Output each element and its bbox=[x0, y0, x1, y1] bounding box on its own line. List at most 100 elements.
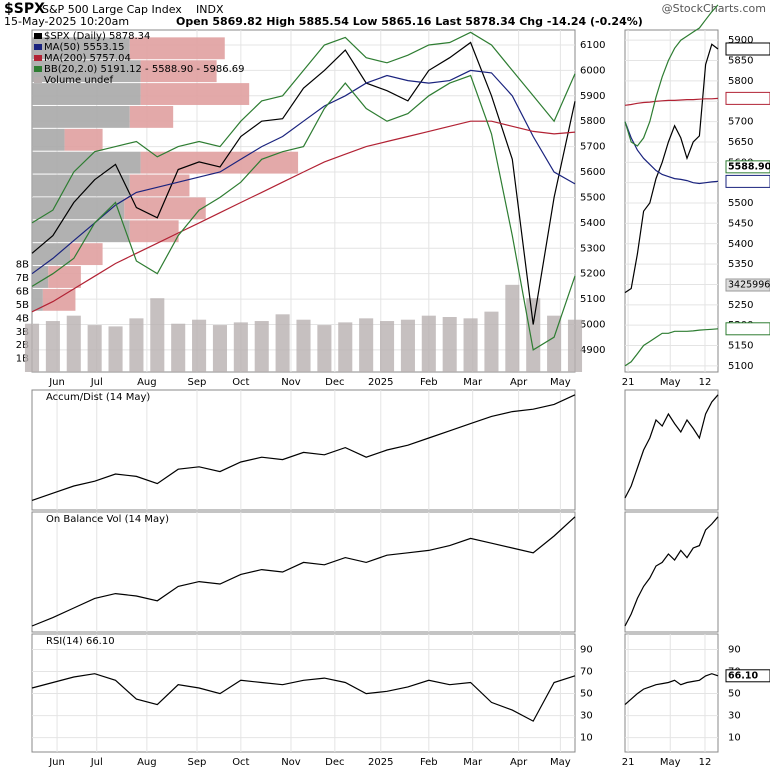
x-tick-label: 21 bbox=[622, 757, 635, 768]
x-tick-label: May bbox=[660, 377, 681, 388]
legend-swatch bbox=[34, 33, 42, 39]
x-tick-label: 21 bbox=[622, 377, 635, 388]
volume-bar bbox=[171, 323, 186, 372]
series-line bbox=[31, 69, 576, 275]
y-tick-label: 5900 bbox=[580, 91, 605, 102]
y-tick-label: 90 bbox=[728, 644, 741, 655]
y-tick-label: 5700 bbox=[728, 117, 753, 128]
volume-bar bbox=[150, 298, 165, 372]
series-line bbox=[624, 121, 719, 185]
series-line bbox=[624, 394, 719, 499]
vbp-down bbox=[140, 60, 217, 83]
x-tick-label: Jun bbox=[48, 757, 65, 768]
legend-entry: $SPX (Daily) 5878.34 bbox=[44, 31, 150, 42]
y-tick-label: 6100 bbox=[580, 40, 605, 51]
x-tick-label: Jul bbox=[90, 377, 103, 388]
quote: Open 5869.82 High 5885.54 Low 5865.16 La… bbox=[176, 15, 643, 28]
legend-swatch bbox=[34, 77, 42, 83]
legend-entry: Volume undef bbox=[44, 75, 114, 86]
vbp-down bbox=[129, 174, 190, 197]
y-tick-label: 5800 bbox=[728, 76, 753, 87]
volume-bar bbox=[505, 284, 520, 372]
y-tick-label: 5150 bbox=[728, 341, 753, 352]
volume-bar bbox=[338, 322, 353, 372]
volume-tick-label: 1B bbox=[16, 354, 29, 365]
y-tick-label: 5400 bbox=[728, 239, 753, 250]
price-tag-box bbox=[725, 42, 770, 56]
x-tick-label: 2025 bbox=[368, 757, 393, 768]
vbp-up bbox=[32, 174, 130, 197]
y-tick-label: 30 bbox=[728, 711, 741, 722]
volume-tag-box bbox=[725, 278, 770, 292]
panel-title: On Balance Vol (14 May) bbox=[46, 514, 169, 525]
y-tick-label: 5900 bbox=[728, 35, 753, 46]
y-tick-label: 10 bbox=[580, 733, 593, 744]
x-tick-label: Feb bbox=[420, 377, 438, 388]
legend-swatch bbox=[34, 55, 42, 61]
legend-entry: MA(50) 5553.15 bbox=[44, 42, 125, 53]
vbp-down bbox=[124, 197, 206, 220]
x-tick-label: Nov bbox=[281, 377, 301, 388]
vbp-down bbox=[129, 105, 174, 128]
series-line bbox=[624, 43, 719, 294]
y-tick-label: 5300 bbox=[580, 243, 605, 254]
volume-bar bbox=[463, 318, 478, 372]
volume-tag: 3425996 bbox=[728, 280, 770, 291]
volume-tick-label: 3B bbox=[16, 327, 29, 338]
x-tick-label: Jul bbox=[90, 757, 103, 768]
series-line bbox=[31, 31, 576, 224]
band-lower-line bbox=[31, 74, 576, 351]
x-tick-label: 12 bbox=[699, 377, 712, 388]
volume-tick-label: 6B bbox=[16, 287, 29, 298]
volume-bar bbox=[296, 319, 311, 372]
x-tick-label: May bbox=[550, 377, 571, 388]
x-tick-label: Aug bbox=[137, 757, 157, 768]
y-tick-label: 5450 bbox=[728, 218, 753, 229]
volume-bar bbox=[275, 314, 290, 372]
x-tick-label: 2025 bbox=[368, 377, 393, 388]
vbp-up bbox=[32, 128, 65, 151]
x-tick-label: May bbox=[550, 757, 571, 768]
y-tick-label: 5200 bbox=[580, 269, 605, 280]
vbp-down bbox=[64, 128, 103, 151]
panel-frame bbox=[624, 511, 719, 633]
vbp-up bbox=[32, 60, 141, 83]
y-tick-label: 5250 bbox=[728, 300, 753, 311]
volume-bar bbox=[233, 322, 248, 372]
x-tick-label: Dec bbox=[325, 377, 344, 388]
y-tick-label: 10 bbox=[728, 733, 741, 744]
volume-bar bbox=[526, 298, 541, 372]
x-tick-label: Oct bbox=[232, 377, 249, 388]
panel-frame bbox=[31, 633, 576, 753]
vbp-down bbox=[129, 37, 225, 60]
y-tick-label: 5500 bbox=[580, 192, 605, 203]
series-line bbox=[624, 97, 719, 106]
volume-bar bbox=[87, 325, 102, 372]
y-tick-label: 5100 bbox=[580, 294, 605, 305]
panel-frame bbox=[624, 389, 719, 511]
vbp-up bbox=[32, 105, 130, 128]
y-tick-label: 6000 bbox=[580, 65, 605, 76]
price-tag: 66.10 bbox=[728, 670, 758, 681]
volume-bar bbox=[192, 319, 207, 372]
y-tick-label: 5500 bbox=[728, 198, 753, 209]
x-tick-label: Sep bbox=[188, 377, 207, 388]
volume-bar bbox=[24, 323, 40, 372]
volume-bar bbox=[212, 325, 228, 372]
volume-bar bbox=[129, 318, 144, 372]
x-tick-label: Apr bbox=[510, 757, 528, 768]
price-tag-box bbox=[725, 160, 770, 174]
vbp-down bbox=[42, 288, 76, 311]
exchange: INDX bbox=[196, 3, 224, 16]
series-line bbox=[31, 120, 576, 313]
y-tick-label: 5800 bbox=[580, 116, 605, 127]
index-name: S&P 500 Large Cap Index bbox=[42, 3, 182, 16]
source: @StockCharts.com bbox=[662, 2, 766, 15]
x-tick-label: Sep bbox=[188, 757, 207, 768]
y-tick-label: 5850 bbox=[728, 56, 753, 67]
volume-bar bbox=[547, 315, 562, 372]
series-line bbox=[624, 673, 719, 706]
volume-bar bbox=[359, 318, 374, 372]
band-lower-line bbox=[624, 328, 719, 367]
